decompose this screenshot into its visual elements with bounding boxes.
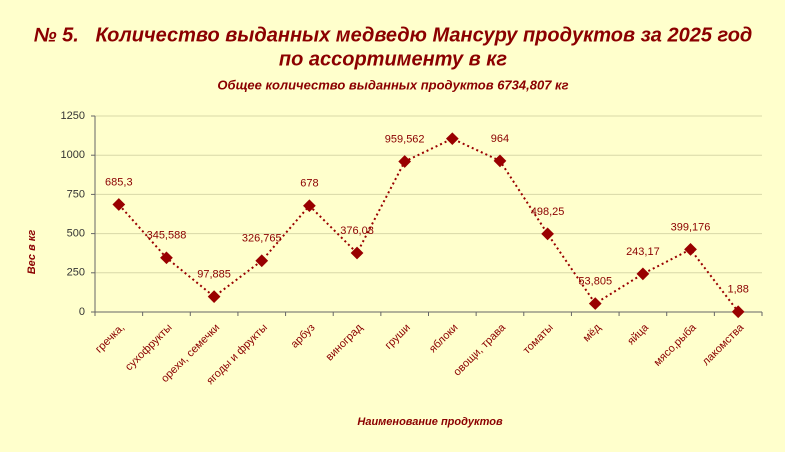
x-tick-label: мясо,рыба — [652, 321, 700, 369]
x-tick-label: сухофрукты — [123, 322, 175, 374]
value-label: 678 — [300, 178, 318, 190]
value-label: 498,25 — [531, 206, 565, 218]
marker — [493, 154, 507, 168]
y-axis-label: Вес в кг — [26, 230, 38, 275]
marker — [541, 227, 554, 241]
marker — [160, 251, 173, 265]
value-label: 1,88 — [727, 284, 748, 296]
y-tick-label: 1250 — [61, 110, 85, 122]
marker — [588, 297, 602, 310]
value-label: 399,176 — [671, 221, 711, 233]
value-label: 53,805 — [578, 275, 612, 287]
x-tick-label: яйца — [625, 321, 651, 347]
chart-title: № 5. Количество выданных медведю Мансуру… — [34, 24, 753, 46]
value-label: 345,588 — [147, 230, 187, 242]
x-tick-label: арбуз — [289, 322, 318, 351]
value-label: 376,08 — [340, 225, 374, 237]
y-tick-label: 500 — [67, 228, 85, 240]
x-tick-label: мёд — [581, 321, 604, 344]
marker — [636, 267, 650, 281]
marker — [112, 198, 126, 211]
value-label: 97,885 — [197, 269, 231, 281]
marker — [303, 199, 316, 213]
marker — [731, 305, 745, 319]
marker — [684, 243, 697, 256]
chart-subtitle: Общее количество выданных продуктов 6734… — [217, 77, 568, 92]
line — [118, 137, 739, 313]
y-tick-label: 1000 — [61, 149, 85, 161]
x-axis-label: Наименование продуктов — [357, 416, 503, 428]
y-tick-label: 250 — [67, 267, 85, 279]
marker — [398, 155, 412, 168]
value-label: 243,17 — [626, 246, 660, 258]
value-label: 685,3 — [105, 176, 133, 188]
y-tick-label: 0 — [79, 306, 85, 318]
marker — [445, 132, 459, 146]
x-tick-label: гречка, — [93, 322, 127, 356]
value-label: 326,765 — [242, 233, 282, 245]
marker — [207, 290, 221, 304]
x-tick-label: лакомства — [700, 321, 747, 368]
chart-title: по ассортименту в кг — [279, 48, 508, 70]
x-tick-label: виноград — [324, 321, 366, 363]
value-label: 959,562 — [385, 133, 425, 145]
x-tick-label: томаты — [521, 322, 556, 357]
marker — [255, 254, 269, 268]
y-tick-label: 750 — [67, 188, 85, 200]
x-tick-label: груши — [383, 322, 413, 352]
x-tick-label: яблоки — [427, 322, 461, 356]
value-label: 964 — [491, 133, 509, 145]
